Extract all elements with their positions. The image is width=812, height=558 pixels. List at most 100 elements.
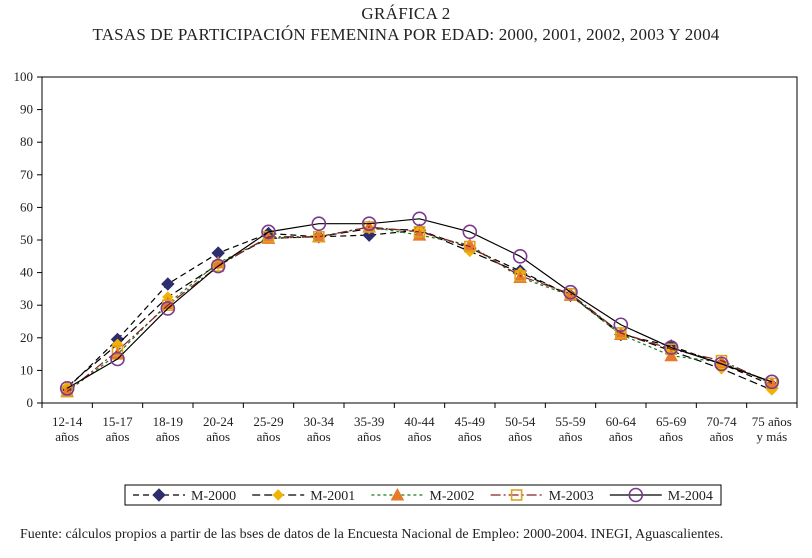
x-tick-label-line2: y más: [756, 429, 787, 444]
x-tick-label: 50-54 años: [505, 414, 536, 444]
x-tick-label-line1: 55-59: [555, 414, 585, 429]
x-tick-label-line1: 50-54: [505, 414, 536, 429]
data-point: [261, 224, 276, 240]
legend-marker: [272, 489, 284, 501]
series-m-2000: [60, 223, 779, 396]
y-tick-label: 90: [20, 102, 33, 117]
x-tick-label: 25-29 años: [253, 414, 283, 444]
legend-entry: M-2003: [490, 489, 594, 504]
x-tick-label: 55-59 años: [555, 414, 585, 444]
series-m-2002: [60, 219, 779, 398]
data-point: [563, 284, 578, 300]
data-point: [513, 270, 528, 283]
x-tick-label-line2: años: [508, 429, 532, 444]
data-point: [664, 348, 679, 362]
legend-label: M-2001: [310, 489, 355, 504]
data-point: [59, 381, 75, 396]
x-tick-label-line2: años: [257, 429, 281, 444]
legend-marker: [390, 487, 405, 501]
x-tick-label-line2: años: [408, 429, 432, 444]
x-tick-label-line2: años: [206, 429, 230, 444]
data-point: [714, 356, 729, 372]
data-point: [462, 224, 478, 240]
legend-entry: M-2001: [252, 489, 355, 504]
data-point: [413, 226, 426, 238]
data-point: [111, 345, 124, 357]
legend-label: M-2002: [429, 489, 474, 504]
y-tick-label: 70: [20, 167, 33, 182]
data-point: [212, 260, 224, 272]
data-point: [462, 237, 477, 251]
legend-marker: [152, 488, 166, 502]
legend-box: [124, 484, 722, 506]
data-point: [412, 211, 427, 227]
x-tick-label-line1: 12-14: [52, 414, 83, 429]
data-point: [613, 317, 629, 333]
x-tick-label-line1: 45-49: [455, 414, 485, 429]
x-tick-label: 15-17 años: [102, 414, 133, 444]
x-tick-label: 20-24 años: [203, 414, 234, 444]
legend-label: M-2004: [668, 489, 713, 504]
x-tick-label: 40-44 años: [404, 414, 435, 444]
data-point: [514, 270, 526, 282]
x-tick-label-line2: años: [357, 429, 381, 444]
x-tick-label-line1: 35-39: [354, 414, 384, 429]
x-tick-label-line1: 65-69: [656, 414, 686, 429]
x-tick-label: 18-19 años: [153, 414, 183, 444]
series-line: [66, 226, 773, 393]
series-m-2004: [59, 211, 780, 396]
x-tick-label-line1: 15-17: [102, 414, 133, 429]
x-tick-label-line2: años: [458, 429, 482, 444]
chart-series: [59, 211, 780, 398]
x-tick-label-line1: 40-44: [404, 414, 435, 429]
data-point: [160, 301, 176, 316]
chart-title-number: GRÁFICA 2: [361, 4, 451, 23]
y-tick-label: 40: [20, 265, 33, 280]
legend-entry: M-2004: [609, 487, 713, 504]
x-tick-label-line2: años: [156, 429, 180, 444]
x-tick-label-line2: años: [659, 429, 683, 444]
series-line: [66, 218, 773, 389]
y-tick-label: 20: [20, 330, 33, 345]
x-tick-label-line2: años: [307, 429, 331, 444]
y-tick-label: 10: [20, 362, 33, 377]
data-point: [512, 248, 528, 264]
x-tick-label-line1: 25-29: [253, 414, 283, 429]
data-point: [464, 240, 476, 253]
x-tick-label-line2: años: [609, 429, 633, 444]
data-point: [615, 327, 627, 339]
legend-label: M-2000: [191, 489, 236, 504]
data-point: [663, 340, 679, 355]
x-tick-label-line1: 60-64: [606, 414, 637, 429]
data-point: [161, 277, 175, 291]
legend-entry: M-2002: [371, 487, 475, 504]
legend-marker: [628, 487, 644, 503]
x-tick-label-line2: años: [710, 429, 734, 444]
series-line: [66, 226, 773, 393]
x-tick-label: 70-74 años: [706, 414, 737, 444]
x-tick-label: 35-39 años: [354, 414, 384, 444]
y-tick-label: 80: [20, 134, 33, 149]
x-tick-label-line1: 18-19: [153, 414, 183, 429]
y-tick-label: 100: [14, 69, 34, 84]
legend-marker: [510, 489, 523, 501]
data-point: [210, 258, 226, 274]
y-tick-label: 30: [20, 297, 33, 312]
data-point: [311, 216, 327, 231]
y-tick-label: 60: [20, 199, 33, 214]
x-tick-label: 60-64 años: [606, 414, 637, 444]
data-point: [361, 216, 377, 231]
x-tick-label-line2: años: [55, 429, 79, 444]
x-tick-label-line1: 20-24: [203, 414, 234, 429]
legend-entry: M-2000: [133, 488, 236, 504]
legend-label: M-2003: [549, 489, 594, 504]
x-tick-label: 65-69 años: [656, 414, 686, 444]
data-point: [313, 230, 325, 243]
x-tick-label: 30-34 años: [304, 414, 335, 444]
data-point: [211, 255, 226, 269]
x-tick-label: 45-49 años: [455, 414, 485, 444]
source-note: Fuente: cálculos propios a partir de las…: [20, 527, 724, 542]
x-tick-label-line2: años: [106, 429, 130, 444]
